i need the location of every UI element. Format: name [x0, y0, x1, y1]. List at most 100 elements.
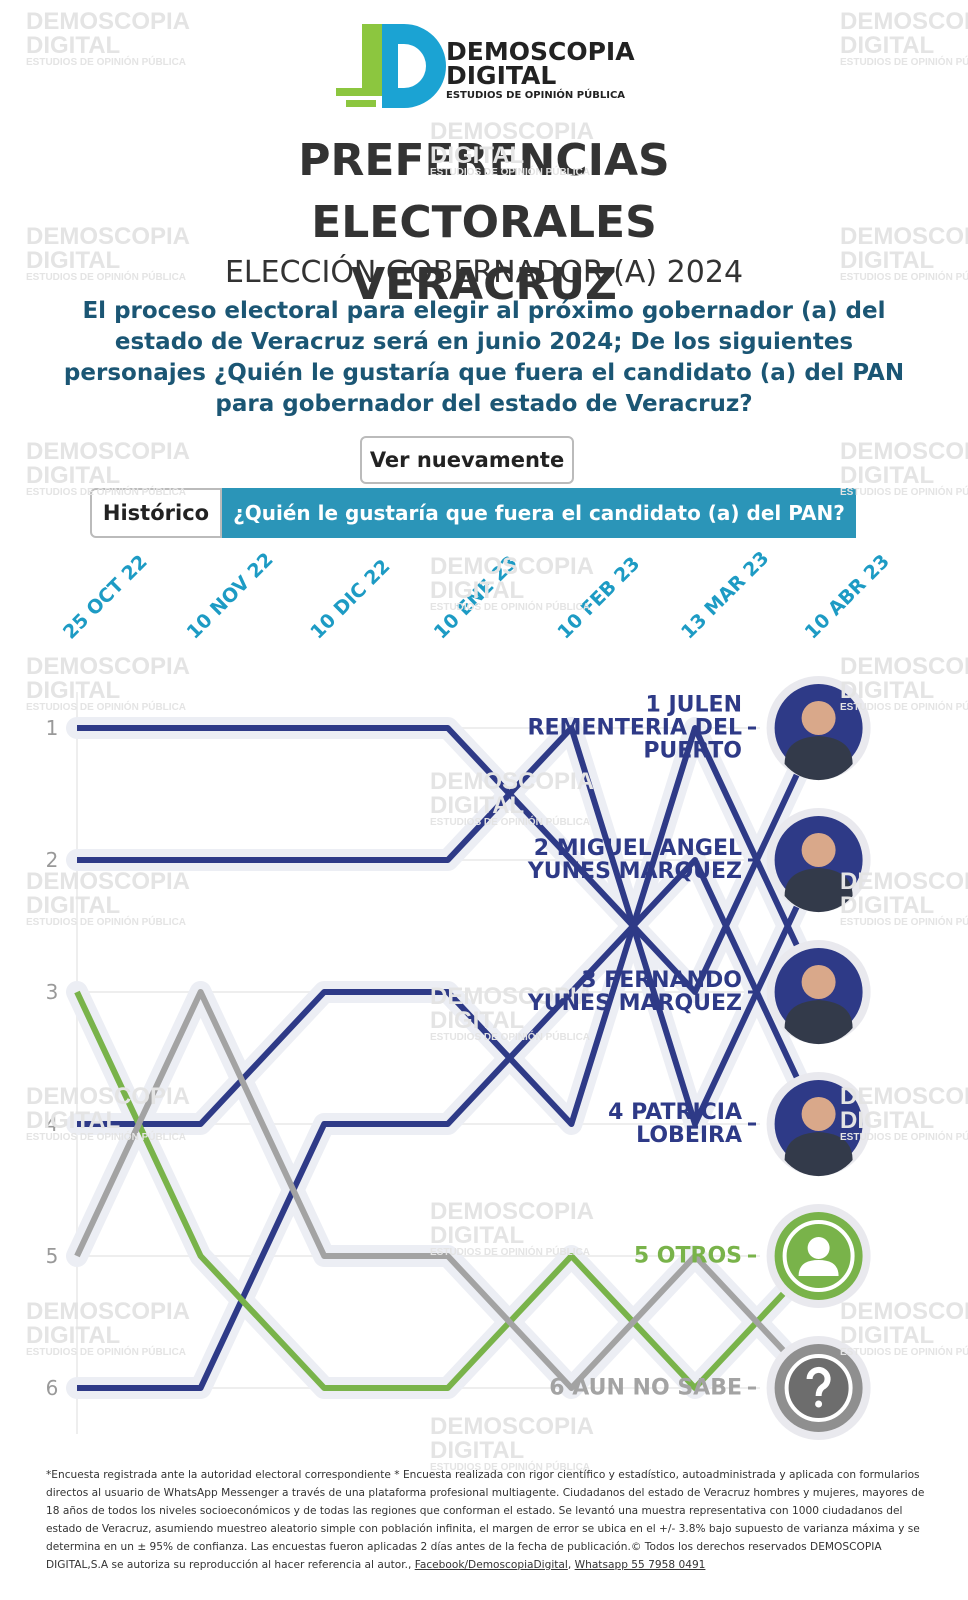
watermark-text: DEMOSCOPIA — [26, 653, 191, 680]
series-label: 4 PATRICIA LOBEIRA — [608, 1100, 742, 1148]
subtitle: ELECCIÓN GOBERNADOR (A) 2024 — [224, 255, 744, 290]
y-tick-label: 2 — [46, 848, 59, 872]
series-line — [77, 857, 822, 1391]
watermark-text: ESTUDIOS DE OPINIÓN PÚBLICA — [430, 602, 591, 613]
x-tick-label: 10 NOV 22 — [183, 549, 278, 644]
question: El proceso electoral para elegir al próx… — [63, 298, 905, 417]
watermark-text: DIGITAL — [840, 247, 935, 274]
watermark-text: DEMOSCOPIA — [840, 653, 968, 680]
watermark-text: ESTUDIOS DE OPINIÓN PÚBLICA — [840, 487, 968, 498]
series-line — [77, 725, 822, 1127]
tab-current[interactable]: ¿Quién le gustaría que fuera el candidat… — [222, 488, 856, 538]
series-line — [74, 989, 821, 1391]
watermark-text: ESTUDIOS DE OPINIÓN PÚBLICA — [840, 57, 968, 68]
avatar-face — [801, 833, 836, 867]
watermark-text: ESTUDIOS DE OPINIÓN PÚBLICA — [840, 1132, 968, 1143]
series-label: 2 MIGUEL ANGEL YUNES MARQUEZ — [527, 836, 742, 884]
watermark-text: ESTUDIOS DE OPINIÓN PÚBLICA — [26, 1347, 187, 1358]
x-tick-label: 25 OCT 22 — [59, 551, 152, 644]
tab-history[interactable]: Histórico — [90, 488, 222, 538]
watermark-text: DIGITAL — [430, 1007, 525, 1034]
question-dot — [815, 1400, 823, 1408]
series-label: 1 JULEN REMENTERIA DEL PUERTO — [527, 692, 742, 764]
watermark-text: ESTUDIOS DE OPINIÓN PÚBLICA — [430, 1247, 591, 1258]
watermark-text: DEMOSCOPIA — [840, 1298, 968, 1325]
link[interactable]: Facebook/DemoscopiaDigital — [414, 1559, 568, 1571]
watermark-text: DIGITAL — [430, 792, 525, 819]
watermark-text: ESTUDIOS DE OPINIÓN PÚBLICA — [26, 702, 187, 713]
watermark-text: DEMOSCOPIA — [430, 983, 595, 1010]
watermark-text: ESTUDIOS DE OPINIÓN PÚBLICA — [26, 272, 187, 283]
avatar-face — [801, 1097, 836, 1131]
x-tick-label: 10 ABR 23 — [801, 550, 894, 643]
watermark-text: ESTUDIOS DE OPINIÓN PÚBLICA — [430, 817, 591, 828]
watermark-text: DEMOSCOPIA — [430, 1198, 595, 1225]
title: PREFERENCIAS ELECTORALES VERACRUZ — [298, 135, 670, 310]
watermark-text: DIGITAL — [430, 1437, 525, 1464]
series-label: 6 AUN NO SABE — [549, 1375, 742, 1401]
x-tick-label: 10 DIC 22 — [306, 555, 394, 643]
watermark-text: DEMOSCOPIA — [840, 868, 968, 895]
link[interactable]: Whatsapp 55 7958 0491 — [574, 1559, 706, 1571]
watermark-text: ESTUDIOS DE OPINIÓN PÚBLICA — [430, 1462, 591, 1473]
watermark-text: DEMOSCOPIA — [26, 223, 191, 250]
watermark-text: ESTUDIOS DE OPINIÓN PÚBLICA — [840, 1347, 968, 1358]
watermark-text: DEMOSCOPIA — [26, 8, 191, 35]
y-tick-label: 4 — [46, 1112, 59, 1136]
watermark-text: DIGITAL — [840, 1322, 935, 1349]
avatar-body — [784, 1000, 853, 1045]
avatar — [766, 940, 871, 1045]
avatar — [766, 808, 871, 913]
y-tick-label: 1 — [46, 716, 59, 740]
y-tick-label: 3 — [46, 980, 59, 1004]
watermark-text: DIGITAL — [26, 247, 121, 274]
watermark-text: DIGITAL — [430, 142, 525, 169]
watermark-text: DIGITAL — [430, 1222, 525, 1249]
watermark-text: DIGITAL — [26, 892, 121, 919]
avatar-ring — [782, 1220, 855, 1292]
watermark-text: DEMOSCOPIA — [26, 438, 191, 465]
avatar-icon — [807, 1237, 830, 1259]
avatar — [766, 1336, 871, 1440]
series-line — [77, 725, 822, 995]
watermark-text: DEMOSCOPIA — [840, 223, 968, 250]
logo-text: DEMOSCOPIA — [446, 37, 635, 66]
watermark-text: ESTUDIOS DE OPINIÓN PÚBLICA — [26, 1132, 187, 1143]
logo-text: DIGITAL — [446, 61, 556, 90]
watermark-text: DEMOSCOPIA — [430, 118, 595, 145]
avatar-body — [784, 868, 853, 913]
watermark-text: DIGITAL — [840, 677, 935, 704]
replay-button[interactable]: Ver nuevamente — [360, 436, 574, 484]
watermark-text: ESTUDIOS DE OPINIÓN PÚBLICA — [430, 1032, 591, 1043]
watermark-text: ESTUDIOS DE OPINIÓN PÚBLICA — [430, 167, 591, 178]
series-line — [77, 725, 822, 1127]
watermark-text: DIGITAL — [840, 462, 935, 489]
series-label: 5 OTROS — [633, 1243, 742, 1269]
avatar-body — [784, 1132, 853, 1177]
watermark-text: ESTUDIOS DE OPINIÓN PÚBLICA — [840, 702, 968, 713]
watermark-text: DEMOSCOPIA — [430, 553, 595, 580]
question-icon — [806, 1366, 831, 1397]
avatar — [766, 1204, 871, 1308]
watermark-text: DIGITAL — [26, 1107, 121, 1134]
logo-tagline: ESTUDIOS DE OPINIÓN PÚBLICA — [446, 88, 625, 101]
avatar-face — [801, 965, 836, 999]
watermark-text: DEMOSCOPIA — [26, 1083, 191, 1110]
watermark-text: DIGITAL — [26, 32, 121, 59]
